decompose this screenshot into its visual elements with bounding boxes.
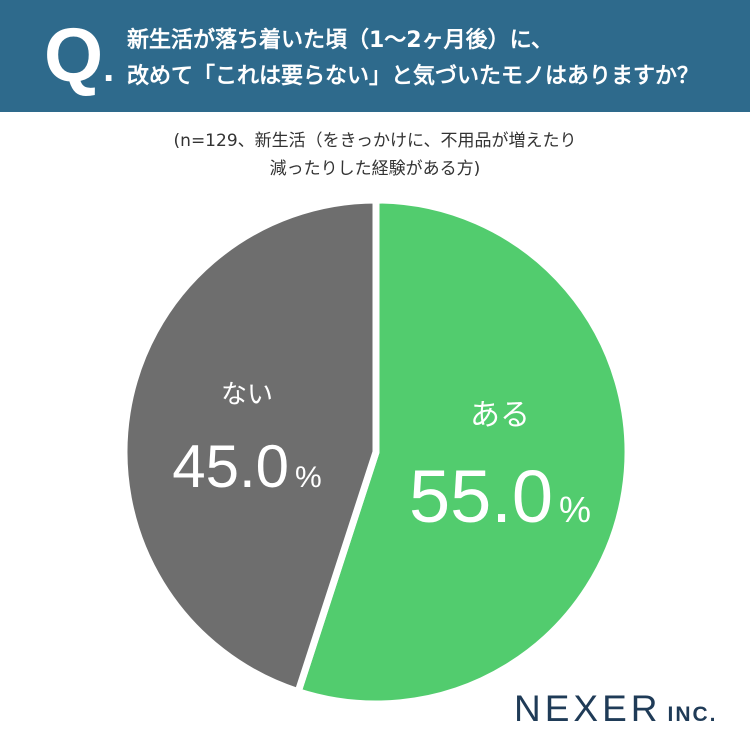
pie-slice-aru xyxy=(294,196,632,708)
q-dot: . xyxy=(103,46,115,90)
question-line-1: 新生活が落ち着いた頃（1〜2ヶ月後）に、 xyxy=(127,28,553,53)
slice-value-aru: 55.0% xyxy=(409,455,591,538)
nexer-logo: NEXER INC. xyxy=(514,688,717,730)
question-line-2: 改めて「これは要らない」と気づいたモノはありますか？ xyxy=(127,64,700,89)
q-mark: Q. xyxy=(44,18,114,106)
pie-slice-nai xyxy=(120,196,380,696)
sample-note-line-2: 減ったりした経験がある方) xyxy=(269,159,481,179)
brand-suffix: INC. xyxy=(667,703,718,726)
brand-name: NEXER xyxy=(514,688,662,729)
q-letter: Q xyxy=(44,13,104,98)
sample-note-line-1: (n=129、新生活（をきっかけに、不用品が増えたり xyxy=(173,131,577,151)
question-header: Q. 新生活が落ち着いた頃（1〜2ヶ月後）に、 改めて「これは要らない」と気づい… xyxy=(0,0,750,112)
slice-label-nai: ない xyxy=(221,380,273,410)
slice-value-nai: 45.0% xyxy=(172,433,321,500)
slice-label-aru: ある xyxy=(470,398,530,433)
